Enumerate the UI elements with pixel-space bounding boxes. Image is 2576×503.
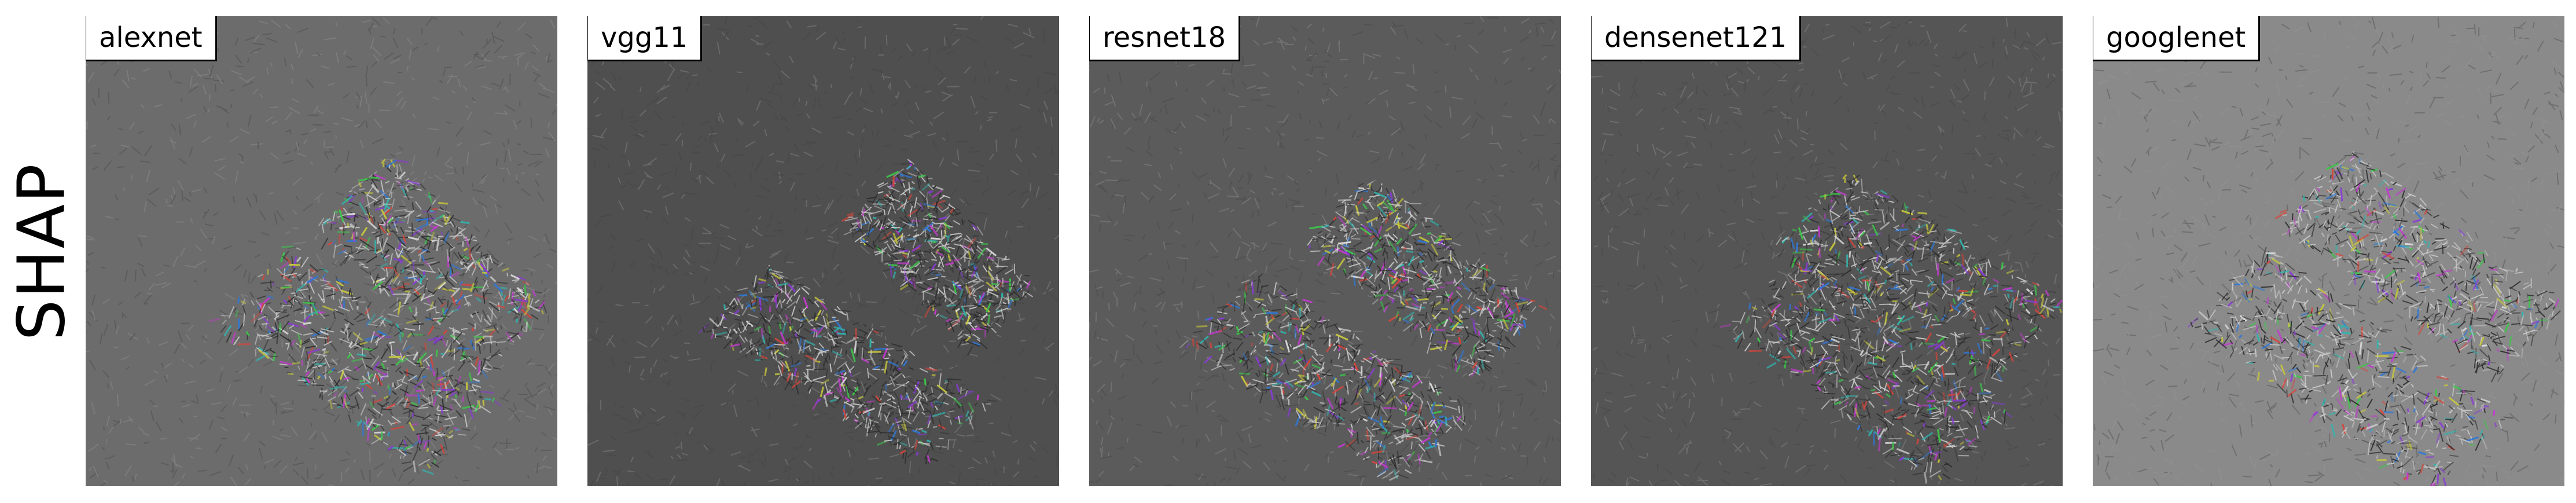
background-texture (2093, 16, 2564, 486)
shap-heatmap-vgg11 (587, 16, 1059, 486)
attribution-speckles (208, 159, 547, 475)
model-label-resnet18: resnet18 (1089, 16, 1241, 61)
shap-heatmap-resnet18 (1089, 16, 1561, 486)
attribution-speckles (1179, 181, 1548, 482)
model-label-alexnet: alexnet (86, 16, 217, 61)
row-label-text: SHAP (5, 162, 80, 341)
attribution-map-vgg11: vgg11 (587, 16, 1059, 486)
attribution-speckles (2187, 151, 2564, 486)
map-background (1591, 16, 2063, 486)
attribution-map-alexnet: alexnet (86, 16, 557, 486)
model-label-googlenet: googlenet (2093, 16, 2261, 61)
attribution-map-resnet18: resnet18 (1089, 16, 1561, 486)
model-label-vgg11: vgg11 (587, 16, 703, 61)
attribution-map-densenet121: densenet121 (1591, 16, 2063, 486)
map-background (587, 16, 1059, 486)
attribution-map-googlenet: googlenet (2093, 16, 2564, 486)
shap-heatmap-googlenet (2093, 16, 2564, 486)
shap-heatmap-alexnet (86, 16, 557, 486)
model-label-densenet121: densenet121 (1591, 16, 1802, 61)
attribution-speckles (1719, 174, 2063, 484)
row-label: SHAP (5, 0, 80, 503)
shap-heatmap-densenet121 (1591, 16, 2063, 486)
attribution-speckles (698, 159, 1034, 464)
map-background (86, 16, 557, 486)
